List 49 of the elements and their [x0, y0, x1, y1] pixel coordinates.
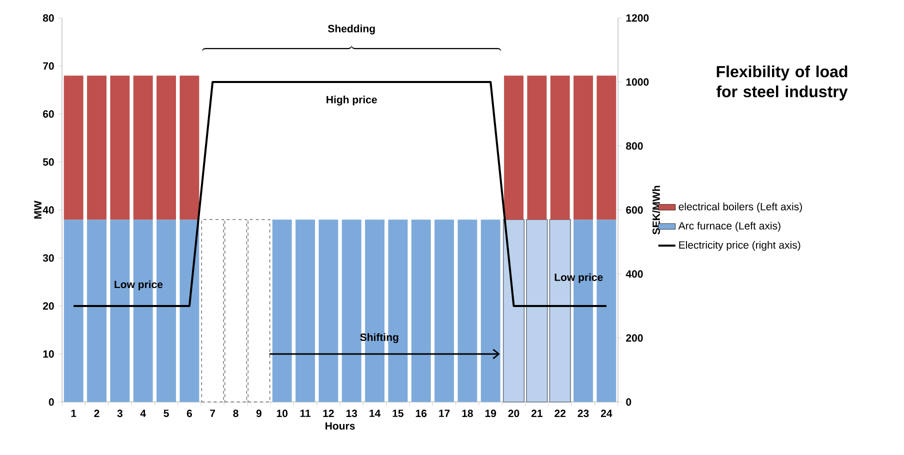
x-tick-label: 18 — [462, 410, 473, 418]
x-tick-label: 5 — [164, 410, 169, 418]
y-tick-label: 40 — [42, 206, 54, 214]
x-tick-label: 20 — [508, 410, 520, 418]
x-tick-label: 15 — [392, 410, 404, 418]
legend-label: Electricity price (right axis) — [679, 240, 800, 251]
x-tick-label: 23 — [578, 410, 589, 418]
x-tick-label: 11 — [300, 410, 311, 417]
x-tick-label: 12 — [323, 410, 334, 418]
y-tick-label: 80 — [42, 14, 54, 22]
x-tick-label: 21 — [531, 410, 542, 418]
x-tick-label: 3 — [117, 410, 122, 418]
x-tick-label: 17 — [439, 410, 450, 417]
y-tick-label: 0 — [48, 398, 54, 406]
y-tick-label: 60 — [43, 110, 54, 118]
x-tick-label: 6 — [186, 410, 192, 418]
legend-label: electrical boilers (Left axis) — [678, 202, 802, 212]
y2-tick-label: 200 — [626, 334, 643, 342]
x-tick-label: 19 — [485, 410, 496, 418]
y-tick-label: 20 — [42, 302, 54, 310]
annotation: High price — [326, 96, 377, 106]
x-tick-label: 10 — [276, 410, 288, 418]
x-tick-label: 2 — [94, 410, 100, 418]
x-tick-label: 13 — [346, 410, 358, 418]
y-tick-label: 10 — [43, 350, 54, 358]
legend-label: Arc furnace (Left axis) — [678, 222, 780, 232]
x-tick-label: 8 — [233, 410, 238, 418]
x-tick-label: 16 — [416, 410, 427, 418]
y2-tick-label: 1200 — [626, 14, 649, 22]
y2-tick-label: 800 — [626, 142, 643, 150]
x-tick-label: 9 — [256, 410, 262, 418]
x-tick-label: 4 — [140, 410, 146, 417]
x-tick-label: 1 — [71, 410, 76, 417]
x-axis-title: Hours — [326, 422, 355, 430]
x-tick-label: 14 — [370, 410, 381, 417]
x-tick-label: 22 — [554, 410, 566, 418]
annotation: Shedding — [328, 24, 375, 34]
x-tick-label: 7 — [210, 410, 216, 417]
y2-axis-title: SEK/MWh — [652, 186, 660, 234]
y2-tick-label: 400 — [626, 270, 643, 278]
y-tick-label: 50 — [42, 158, 54, 166]
y-axis-title: MW — [34, 200, 42, 219]
y2-tick-label: 1000 — [626, 78, 649, 86]
y2-tick-label: 0 — [626, 398, 632, 406]
text: Flexibility of load for steel industry — [716, 66, 848, 100]
y-tick-label: 70 — [43, 62, 54, 70]
y-tick-label: 30 — [42, 254, 54, 262]
x-tick-label: 24 — [600, 410, 612, 418]
y2-tick-label: 600 — [626, 206, 643, 214]
